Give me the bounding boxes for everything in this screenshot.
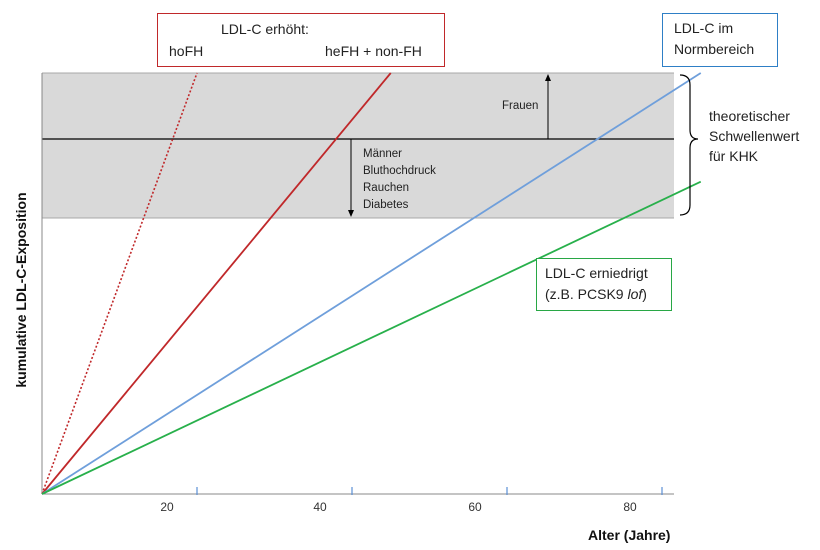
factor-hypertension: Bluthochdruck [363,165,436,177]
hofh-label: hoFH [169,43,204,59]
threshold-brace [679,74,699,216]
normal-ldl-box: LDL-C im Normbereich [662,13,778,67]
x-tick-label: 40 [313,500,327,514]
threshold-label: theoretischer Schwellenwert für KHK [709,106,799,166]
normal-line2: Normbereich [674,41,755,57]
threshold-line2: Schwellenwert [709,128,800,144]
threshold-band [42,73,674,218]
x-tick-label: 80 [623,500,637,514]
low-line2-italic: lof [627,286,643,302]
x-tick-label: 20 [160,500,174,514]
low-line2-prefix: (z.B. PCSK9 [545,286,628,302]
y-axis-label: kumulative LDL-C-Exposition [13,192,29,388]
series-line-2 [41,72,392,495]
factor-smoking: Rauchen [363,182,410,194]
normal-line1: LDL-C im [674,20,734,36]
x-axis-label: Alter (Jahre) [588,527,671,543]
x-tick-label: 60 [468,500,482,514]
men-factors-list: Männer Bluthochdruck Rauchen Diabetes [363,146,436,214]
threshold-line3: für KHK [709,148,759,164]
elevated-title: LDL-C erhöht: [221,21,309,37]
low-line1: LDL-C erniedrigt [545,265,648,281]
threshold-line1: theoretischer [709,108,790,124]
men-arrow-head [348,210,354,217]
low-ldl-box: LDL-C erniedrigt (z.B. PCSK9 lof) [536,258,672,311]
hefh-label: heFH + non-FH [325,43,422,59]
low-line2-suffix: ) [642,286,647,302]
series-line-4 [41,180,702,495]
women-arrow-head [545,74,551,81]
low-line2: (z.B. PCSK9 lof) [545,286,647,302]
factor-diabetes: Diabetes [363,199,409,211]
women-label: Frauen [502,100,539,112]
series-line-1 [41,72,198,495]
factor-men: Männer [363,148,402,160]
elevated-ldl-box: LDL-C erhöht: hoFH heFH + non-FH [157,13,445,67]
series-line-3 [41,72,702,495]
